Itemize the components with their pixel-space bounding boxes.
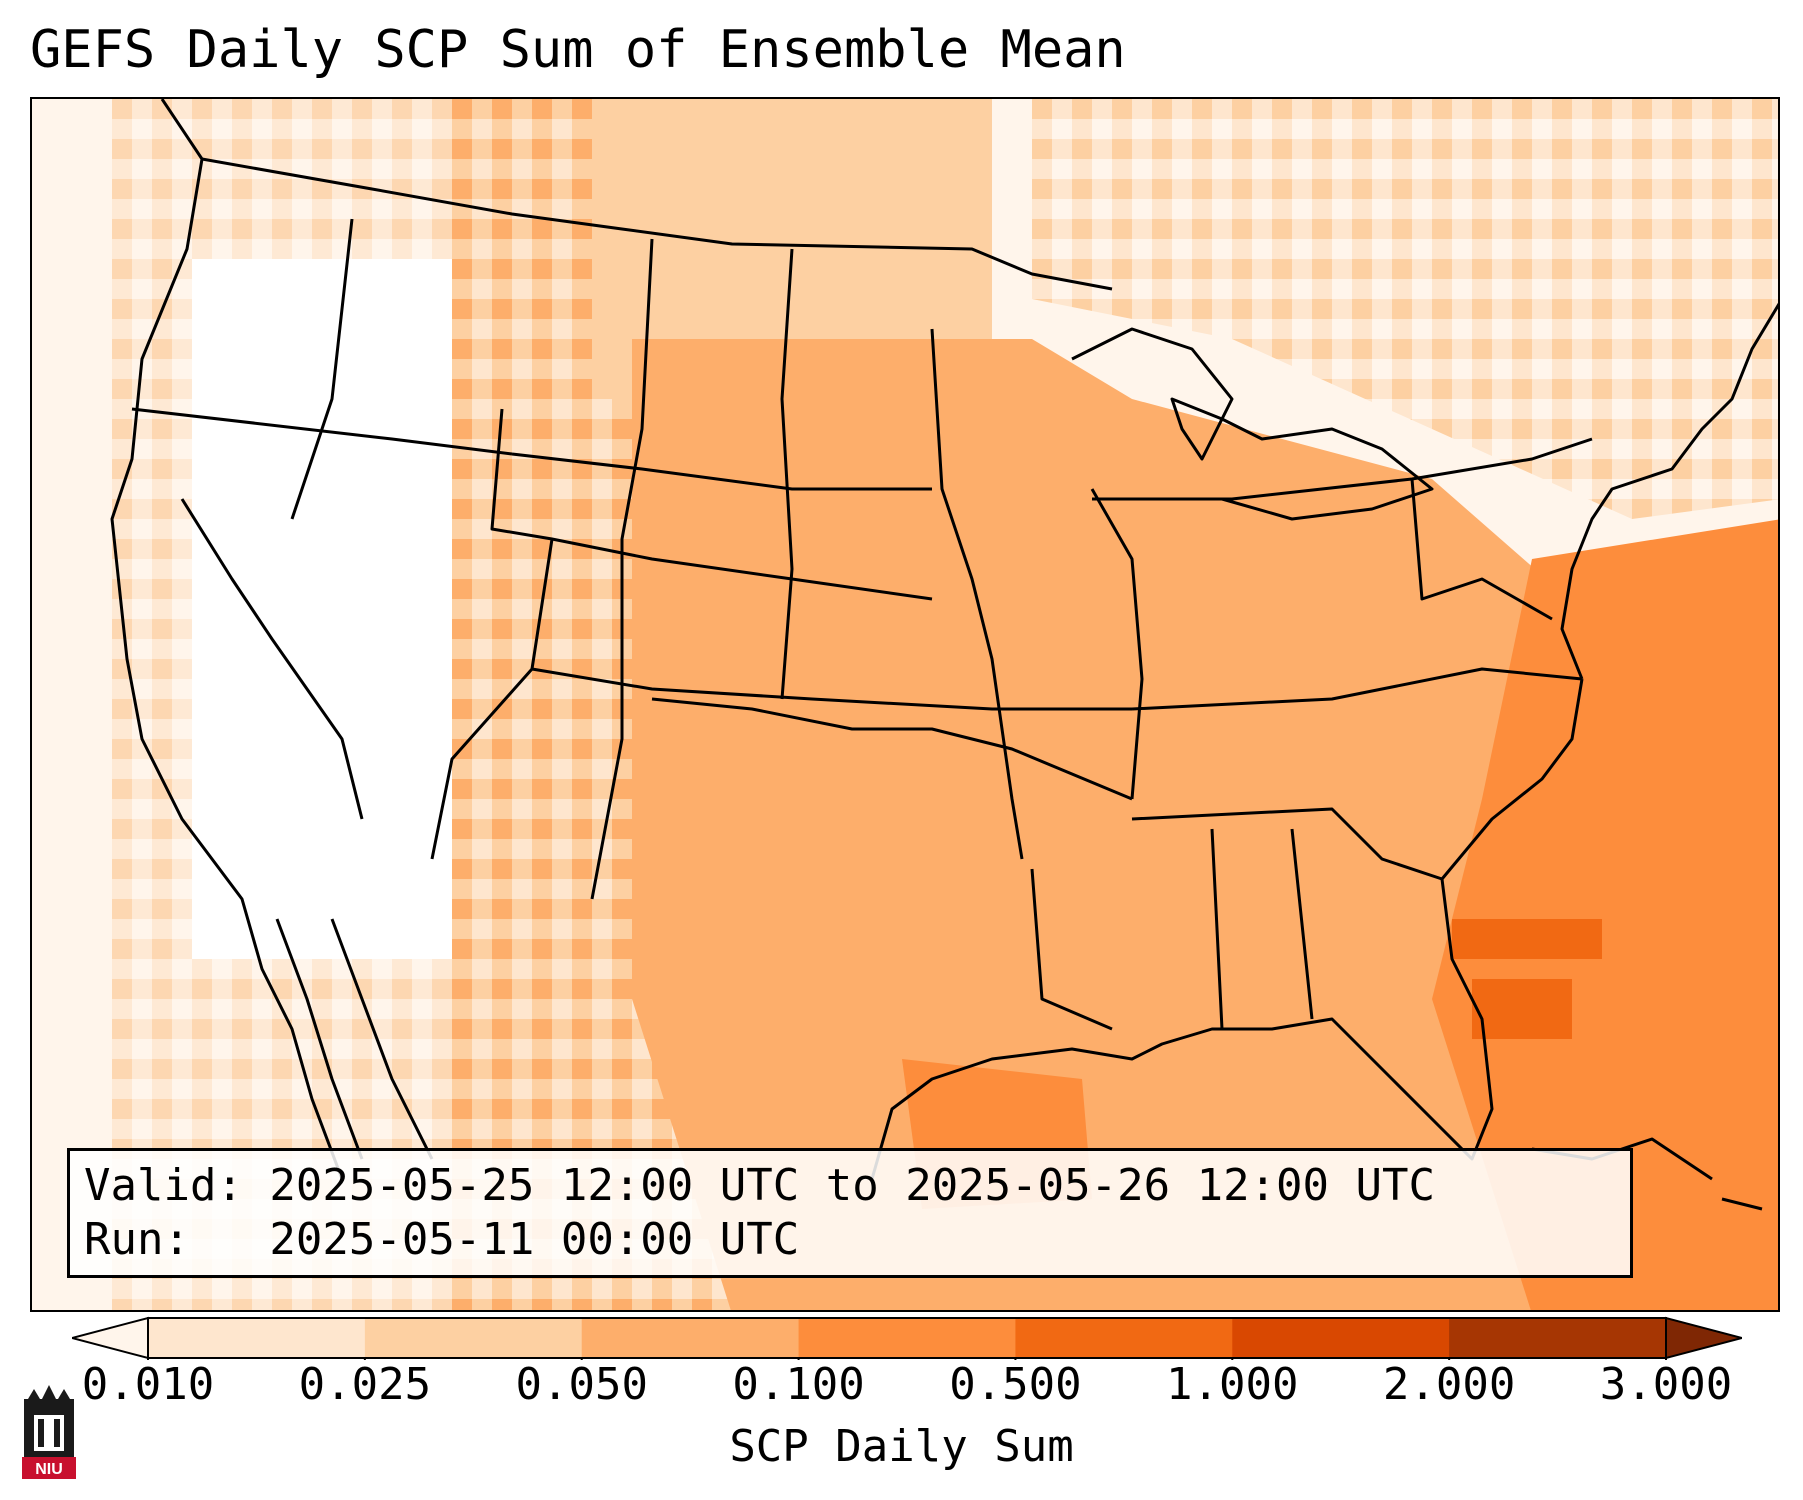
state-line-15 xyxy=(1410,478,1553,621)
colorbar-tick-label: 0.010 xyxy=(81,1359,215,1410)
colorbar-label: SCP Daily Sum xyxy=(729,1421,1074,1472)
field-atlantic xyxy=(1432,519,1778,1310)
colorbar-segment xyxy=(581,1318,800,1358)
colorbar xyxy=(72,1316,1742,1360)
colorbar-tick-label: 3.000 xyxy=(1599,1359,1733,1410)
state-line-4 xyxy=(430,408,554,860)
colorbar-extend-high xyxy=(1665,1316,1742,1360)
colorbar-segment xyxy=(364,1318,583,1358)
logo-text: NIU xyxy=(35,1461,63,1478)
colorbar-segment xyxy=(148,1318,366,1358)
state-line-10 xyxy=(651,697,1133,801)
colorbar-ticks xyxy=(147,1358,1667,1360)
state-line-9 xyxy=(531,667,1132,711)
great-lakes xyxy=(1071,327,1434,521)
colorbar-segment xyxy=(1015,1318,1233,1358)
colorbar-tick-label: 2.000 xyxy=(1382,1359,1516,1410)
state-line-18 xyxy=(1030,868,1113,1031)
run-time-text: Run: 2025-05-11 00:00 UTC xyxy=(84,1214,800,1265)
field-dry-southwest xyxy=(192,259,452,959)
valid-time-text: Valid: 2025-05-25 12:00 UTC to 2025-05-2… xyxy=(84,1160,1436,1211)
field-max-2 xyxy=(1472,979,1572,1039)
state-line-17 xyxy=(1210,828,1314,1030)
state-line-7 xyxy=(511,452,932,491)
colorbar-extend-low xyxy=(72,1316,149,1360)
state-line-16 xyxy=(1131,807,1443,881)
colorbar-segments xyxy=(148,1318,1667,1358)
east-coast xyxy=(1560,302,1778,680)
state-line-12 xyxy=(1090,488,1144,800)
map-title: GEFS Daily SCP Sum of Ensemble Mean xyxy=(30,20,1126,80)
colorbar-outline xyxy=(147,1317,1667,1359)
colorbar-tick-label: 1.000 xyxy=(1166,1359,1299,1410)
colorbar-tick-label: 0.100 xyxy=(732,1359,865,1410)
colorbar-segment xyxy=(1232,1318,1450,1358)
state-line-13 xyxy=(1131,667,1583,711)
map-outlines xyxy=(110,99,1778,1211)
colorbar-tick-label: 0.500 xyxy=(949,1359,1082,1410)
gulf-coast xyxy=(870,678,1584,1180)
state-line-3 xyxy=(290,218,354,520)
west-coast xyxy=(110,99,344,1180)
field-max-1 xyxy=(1452,919,1602,959)
forecast-map xyxy=(32,99,1778,1310)
field-canada-east xyxy=(1032,99,1778,519)
colorbar-segment xyxy=(1449,1318,1667,1358)
niu-logo: NIU xyxy=(22,1385,76,1479)
colorbar-segment xyxy=(798,1318,1016,1358)
valid-run-box: Valid: 2025-05-25 12:00 UTC to 2025-05-2… xyxy=(67,1148,1633,1278)
colorbar-tick-label: 0.050 xyxy=(515,1359,648,1410)
state-line-5 xyxy=(590,238,654,900)
state-line-11 xyxy=(930,328,1024,860)
state-line-1 xyxy=(131,407,513,456)
canada-border xyxy=(201,157,1113,291)
baja-peninsula xyxy=(275,918,434,1160)
state-line-2 xyxy=(180,498,364,820)
map-panel xyxy=(30,97,1780,1312)
state-line-6 xyxy=(780,248,794,700)
field-central-east xyxy=(632,339,1592,1310)
colorbar-tick-label: 0.025 xyxy=(298,1359,432,1410)
state-line-8 xyxy=(551,537,933,601)
